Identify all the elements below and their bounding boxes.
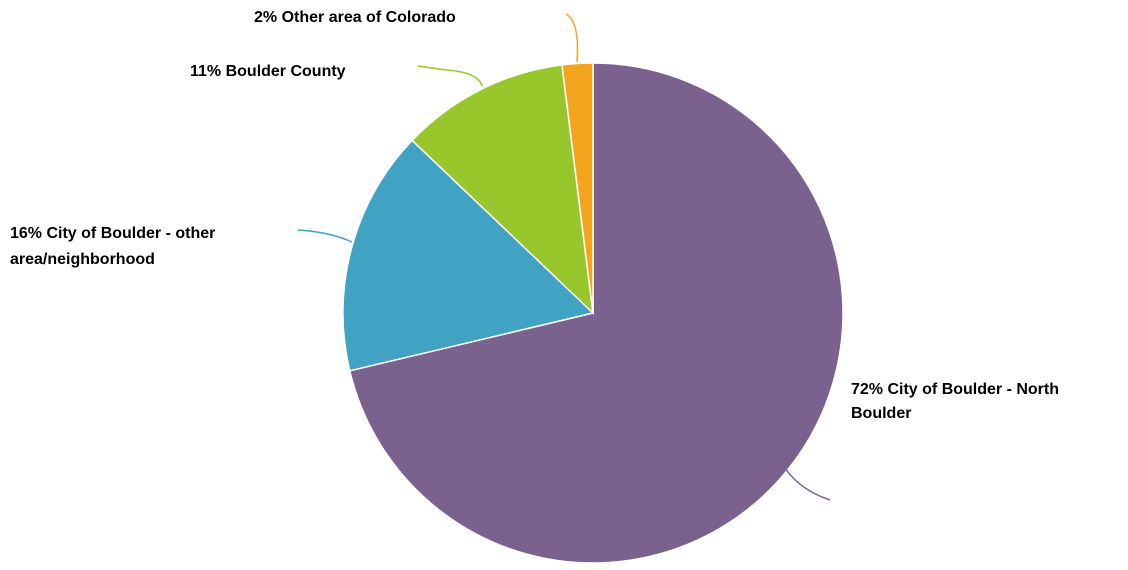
pie-slice-city-of-boulder-other-area-neighborhood [342,139,595,372]
data-label-other-area-of-colorado: 2% Other area of Colorado [254,9,456,26]
data-label-line: 2% Other area of Colorado [254,9,456,26]
data-label-city-of-boulder-north-boulder: 72% City of Boulder - North Boulder [851,381,1059,422]
pie-slice-city-of-boulder-north-boulder [348,62,844,564]
leader-line-city-of-boulder-north-boulder [784,467,831,501]
data-label-city-of-boulder-other-area-neighborhood: 16% City of Boulder - other area/neighbor… [10,225,215,268]
data-label-line: 11% Boulder County [190,63,346,80]
pie-slice-boulder-county [411,64,595,315]
labels-layer: 72% City of Boulder - North Boulder 16% Ci… [10,9,1059,422]
leader-line-city-of-boulder-other-area-neighborhood [297,229,353,243]
data-label-line: area/neighborhood [10,251,155,268]
leader-line-boulder-county [417,65,483,87]
slices-layer [342,62,844,564]
data-label-line: 16% City of Boulder - other [10,225,215,242]
pie-slice-other-area-of-colorado [561,62,594,314]
data-label-boulder-county: 11% Boulder County [190,63,346,80]
data-label-line: 72% City of Boulder - North [851,381,1059,398]
leader-lines-layer [297,13,831,501]
leader-line-other-area-of-colorado [565,13,579,63]
data-label-line: Boulder [851,405,911,422]
